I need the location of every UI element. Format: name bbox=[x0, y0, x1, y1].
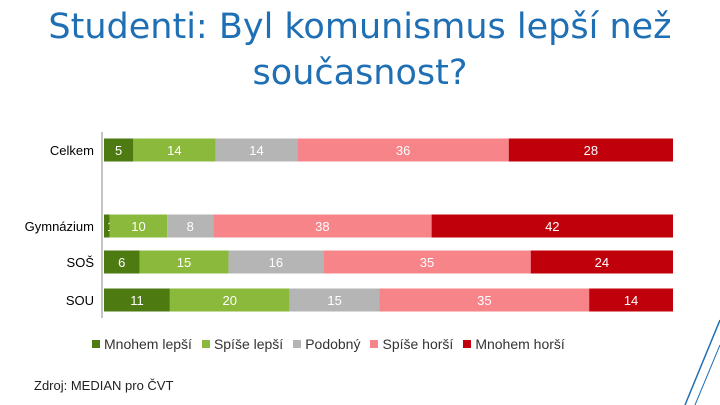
legend-label: Spíše horší bbox=[382, 336, 454, 352]
bar-segment bbox=[297, 138, 509, 162]
bar-segment bbox=[169, 288, 290, 312]
legend-label: Spíše lepší bbox=[213, 336, 284, 352]
bar-segment bbox=[104, 138, 134, 162]
bar-segment bbox=[323, 250, 531, 274]
data-label: 38 bbox=[315, 219, 329, 234]
bar-segment bbox=[167, 214, 214, 238]
legend-label: Mnohem lepší bbox=[104, 336, 192, 352]
legend-swatch bbox=[463, 340, 472, 348]
bar-segment bbox=[104, 214, 110, 238]
bar-segment bbox=[213, 214, 432, 238]
legend-item: Spíše horší bbox=[370, 336, 453, 352]
data-label: 10 bbox=[131, 219, 145, 234]
legend-swatch bbox=[293, 340, 302, 348]
bar-segment bbox=[104, 250, 140, 274]
category-label: SOU bbox=[66, 293, 94, 308]
bar-segment bbox=[228, 250, 324, 274]
legend-swatch bbox=[201, 340, 210, 348]
title-line-2: současnost? bbox=[252, 53, 468, 93]
data-label: 35 bbox=[477, 293, 491, 308]
legend-item: Mnohem lepší bbox=[92, 336, 192, 352]
bars-group: Celkem514143628Gymnázium11083842SOŠ61516… bbox=[25, 138, 673, 312]
data-label: 14 bbox=[624, 293, 638, 308]
category-label: Gymnázium bbox=[25, 219, 94, 234]
bar-segment bbox=[289, 288, 380, 312]
bar-segment bbox=[139, 250, 229, 274]
legend-label: Podobný bbox=[305, 336, 361, 352]
data-label: 16 bbox=[269, 255, 283, 270]
data-label: 11 bbox=[130, 293, 144, 308]
bar-segment bbox=[508, 138, 673, 162]
source-note: Zdroj: MEDIAN pro ČVT bbox=[34, 378, 174, 393]
legend-label: Mnohem horší bbox=[475, 336, 565, 352]
bar-segment bbox=[109, 214, 168, 238]
title-line-1: Studenti: Byl komunismus lepší než bbox=[48, 7, 672, 47]
category-label: Celkem bbox=[50, 143, 94, 158]
bar-segment bbox=[530, 250, 673, 274]
bar-segment bbox=[589, 288, 673, 312]
data-label: 14 bbox=[249, 143, 263, 158]
bar-segment bbox=[431, 214, 673, 238]
legend-item: Mnohem horší bbox=[463, 336, 565, 352]
legend-item: Spíše lepší bbox=[201, 336, 284, 352]
data-label: 24 bbox=[595, 255, 609, 270]
bar-segment bbox=[133, 138, 216, 162]
category-label: SOŠ bbox=[67, 255, 95, 270]
chart-title: Studenti: Byl komunismus lepší než souča… bbox=[0, 4, 720, 96]
data-label: 6 bbox=[118, 255, 125, 270]
legend-swatch bbox=[92, 340, 100, 348]
data-label: 5 bbox=[115, 143, 122, 158]
legend-swatch bbox=[370, 340, 379, 348]
legend-item: Podobný bbox=[293, 336, 360, 352]
data-label: 15 bbox=[327, 293, 341, 308]
data-label: 14 bbox=[167, 143, 181, 158]
data-label: 8 bbox=[187, 219, 194, 234]
data-label: 15 bbox=[177, 255, 191, 270]
data-label: 36 bbox=[396, 143, 410, 158]
decorative-corner bbox=[684, 319, 720, 405]
bar-segment bbox=[104, 288, 170, 312]
data-label: 28 bbox=[584, 143, 598, 158]
legend: Mnohem lepší Spíše lepší Podobný Spíše horš… bbox=[92, 336, 565, 352]
data-label: 42 bbox=[545, 219, 559, 234]
data-label: 35 bbox=[420, 255, 434, 270]
bar-segment bbox=[379, 288, 590, 312]
data-label: 20 bbox=[223, 293, 237, 308]
bar-segment bbox=[215, 138, 298, 162]
